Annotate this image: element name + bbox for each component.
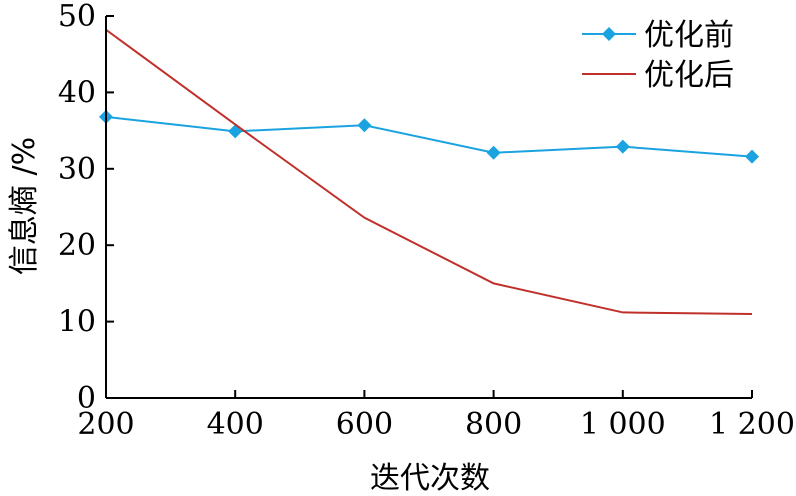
data-point-marker (357, 118, 372, 133)
y-tick-label: 30 (58, 152, 96, 187)
y-axis-title: 信息熵 /% (7, 137, 42, 275)
y-tick-label: 0 (77, 381, 96, 416)
x-tick-label: 800 (465, 407, 522, 442)
y-axis: 0 10 20 30 40 50 (58, 0, 114, 416)
legend-marker (602, 27, 616, 41)
x-tick-label: 1 000 (580, 407, 666, 442)
x-axis-title: 迭代次数 (370, 461, 490, 496)
series-line-2 (105, 28, 753, 315)
x-tick-label: 600 (336, 407, 393, 442)
x-tick-label: 200 (77, 407, 134, 442)
y-tick-label: 10 (58, 305, 96, 340)
data-point-marker (615, 139, 630, 154)
series-line-1 (105, 115, 753, 158)
data-point-marker (486, 145, 501, 160)
y-tick-label: 20 (58, 228, 96, 263)
legend-label-2: 优化后 (644, 58, 734, 93)
y-tick-label: 40 (58, 75, 96, 110)
data-point-marker (745, 149, 759, 164)
y-tick-label: 50 (58, 0, 96, 34)
data-point-marker (228, 124, 243, 139)
legend-label-1: 优化前 (644, 18, 734, 53)
x-tick-label: 400 (207, 407, 264, 442)
series-layer (99, 28, 759, 315)
x-axis: 200 400 600 800 1 000 1 200 (77, 390, 795, 442)
x-tick-label: 1 200 (709, 407, 795, 442)
